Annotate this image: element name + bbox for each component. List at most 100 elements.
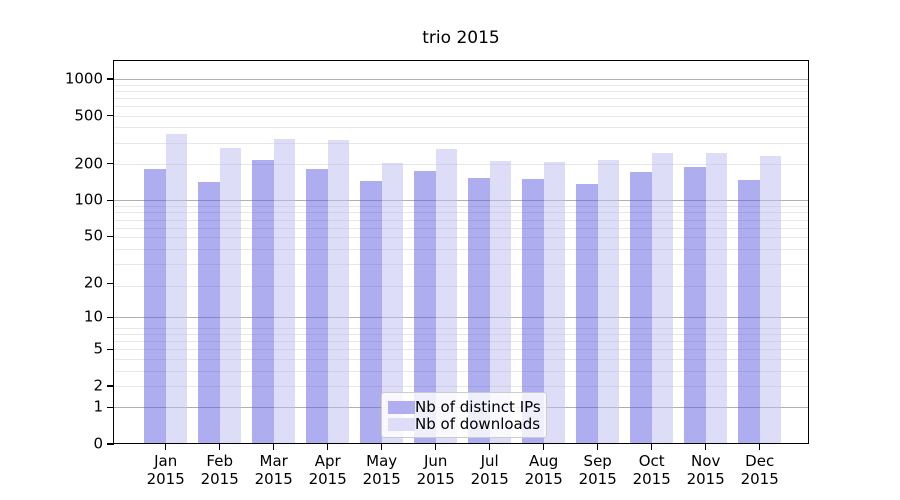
- x-tick-jul: [489, 444, 491, 450]
- x-tick-sep: [597, 444, 599, 450]
- bar-downloads-jun: [435, 149, 458, 444]
- bar-distinct-ips-apr: [306, 169, 328, 444]
- x-tick-may: [381, 444, 383, 450]
- x-tick-year: 2015: [416, 470, 455, 488]
- bar-downloads-jan: [165, 133, 188, 444]
- bar-downloads-oct: [651, 152, 674, 444]
- chart-title: trio 2015: [422, 28, 500, 48]
- x-tick-nov: [705, 444, 707, 450]
- x-tick-dec: [759, 444, 761, 450]
- bar-distinct-ips-jun: [414, 171, 436, 444]
- x-tick-month: Feb: [206, 452, 233, 470]
- legend-item-distinct-ips: Nb of distinct IPs: [388, 399, 541, 415]
- x-tick-jun: [435, 444, 437, 450]
- y-tick-10: [106, 316, 114, 318]
- x-tick-label-oct: Oct 2015: [620, 452, 684, 488]
- legend-swatch-downloads: [388, 417, 415, 431]
- bar-downloads-nov: [705, 153, 728, 444]
- gridline-minor-900: [113, 84, 809, 86]
- y-tick-label-100: 100: [74, 190, 103, 209]
- x-tick-label-nov: Nov 2015: [674, 452, 738, 488]
- y-tick-5: [106, 348, 114, 350]
- x-tick-month: Jul: [480, 452, 499, 470]
- bar-downloads-sep: [597, 159, 620, 444]
- y-tick-1: [106, 406, 114, 408]
- y-tick-label-1: 1: [93, 397, 103, 416]
- y-tick-label-10: 10: [83, 307, 103, 326]
- y-tick-label-0: 0: [93, 434, 103, 453]
- x-tick-month: Nov: [691, 452, 721, 470]
- x-tick-year: 2015: [254, 470, 293, 488]
- x-tick-label-feb: Feb 2015: [188, 452, 252, 488]
- y-tick-label-2: 2: [93, 376, 103, 395]
- gridline-minor-800: [113, 90, 809, 92]
- x-tick-label-mar: Mar 2015: [242, 452, 306, 488]
- gridline-minor-700: [113, 97, 809, 99]
- x-tick-label-jan: Jan 2015: [134, 452, 198, 488]
- legend-label-downloads: Nb of downloads: [415, 415, 541, 433]
- y-tick-500: [106, 114, 114, 117]
- bar-distinct-ips-sep: [576, 184, 598, 444]
- x-tick-year: 2015: [470, 470, 509, 488]
- x-tick-jan: [165, 444, 167, 450]
- gridline-minor-200: [113, 164, 809, 166]
- x-tick-label-may: May 2015: [350, 452, 414, 488]
- gridline-minor-300: [113, 142, 809, 144]
- x-tick-year: 2015: [146, 470, 185, 488]
- bar-distinct-ips-feb: [198, 181, 220, 444]
- x-tick-year: 2015: [524, 470, 563, 488]
- y-tick-2: [106, 385, 114, 387]
- bar-downloads-apr: [327, 139, 350, 444]
- gridline-minor-400: [113, 127, 809, 129]
- bar-downloads-mar: [273, 138, 296, 444]
- x-tick-oct: [651, 444, 653, 450]
- y-tick-100: [106, 199, 114, 201]
- x-tick-year: 2015: [362, 470, 401, 488]
- y-tick-label-5: 5: [93, 339, 103, 358]
- x-tick-year: 2015: [632, 470, 671, 488]
- bar-distinct-ips-aug: [522, 178, 544, 444]
- legend-swatch-distinct-ips: [388, 400, 415, 414]
- gridline-major-1000: [113, 78, 809, 80]
- x-tick-month: Dec: [745, 452, 775, 470]
- x-tick-label-apr: Apr 2015: [296, 452, 360, 488]
- x-tick-mar: [273, 444, 275, 450]
- x-tick-year: 2015: [578, 470, 617, 488]
- x-tick-apr: [327, 444, 329, 450]
- x-tick-label-jun: Jun 2015: [404, 452, 468, 488]
- x-tick-label-aug: Aug 2015: [512, 452, 576, 488]
- bar-downloads-aug: [543, 161, 566, 444]
- y-tick-20: [106, 282, 114, 284]
- x-tick-month: Oct: [638, 452, 665, 470]
- y-tick-label-200: 200: [74, 154, 103, 173]
- x-tick-aug: [543, 444, 545, 450]
- bar-distinct-ips-oct: [630, 172, 652, 444]
- x-tick-year: 2015: [308, 470, 347, 488]
- bar-distinct-ips-may: [360, 181, 382, 444]
- x-tick-month: Apr: [314, 452, 341, 470]
- y-tick-label-1000: 1000: [64, 69, 103, 88]
- y-tick-label-20: 20: [83, 273, 103, 292]
- y-tick-1000: [106, 78, 114, 80]
- x-tick-label-dec: Dec 2015: [728, 452, 792, 488]
- x-tick-month: Sep: [583, 452, 612, 470]
- bar-distinct-ips-jul: [468, 177, 490, 444]
- y-tick-label-500: 500: [74, 106, 103, 125]
- bar-distinct-ips-jan: [144, 169, 166, 444]
- y-tick-200: [106, 163, 114, 165]
- x-tick-feb: [219, 444, 221, 450]
- x-tick-month: Jan: [154, 452, 178, 470]
- x-tick-month: Mar: [259, 452, 288, 470]
- x-tick-year: 2015: [686, 470, 725, 488]
- bar-downloads-jul: [489, 160, 512, 444]
- gridline-minor-500: [113, 115, 809, 117]
- x-tick-month: May: [366, 452, 398, 470]
- gridline-minor-600: [113, 106, 809, 108]
- bar-distinct-ips-dec: [738, 180, 760, 444]
- x-tick-month: Aug: [529, 452, 559, 470]
- x-tick-label-sep: Sep 2015: [566, 452, 630, 488]
- bar-downloads-may: [381, 162, 404, 444]
- y-tick-50: [106, 235, 114, 237]
- bar-downloads-dec: [759, 156, 782, 444]
